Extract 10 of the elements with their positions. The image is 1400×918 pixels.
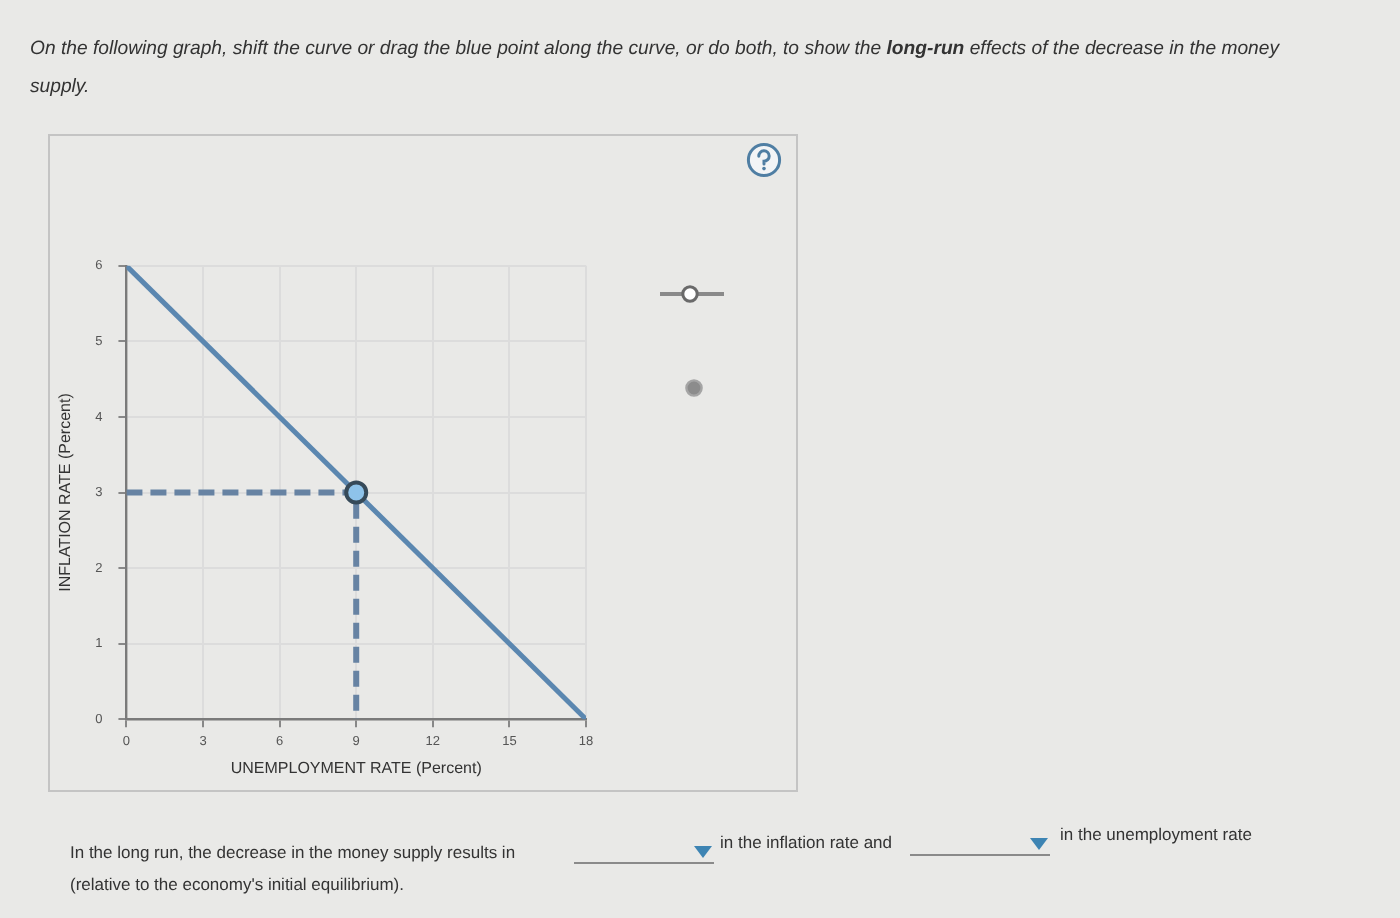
text: (relative to the economy's initial equilibrium). [70, 874, 404, 894]
text: in the inflation rate and [720, 832, 893, 852]
text: in the unemployment rate [1060, 824, 1252, 844]
text: effects of the decrease in the money [969, 38, 1280, 60]
text: supply. [30, 76, 90, 98]
text: On the following graph, shift the curve or drag the blue point along the curve, or do both, to show the [30, 38, 882, 60]
text: long-run [886, 38, 965, 60]
x-axis-title: UNEMPLOYMENT RATE (Percent) [230, 758, 483, 777]
text: In the long run, the decrease in the money supply results in [70, 842, 516, 862]
y-axis-title: INFLATION RATE (Percent) [56, 392, 75, 592]
